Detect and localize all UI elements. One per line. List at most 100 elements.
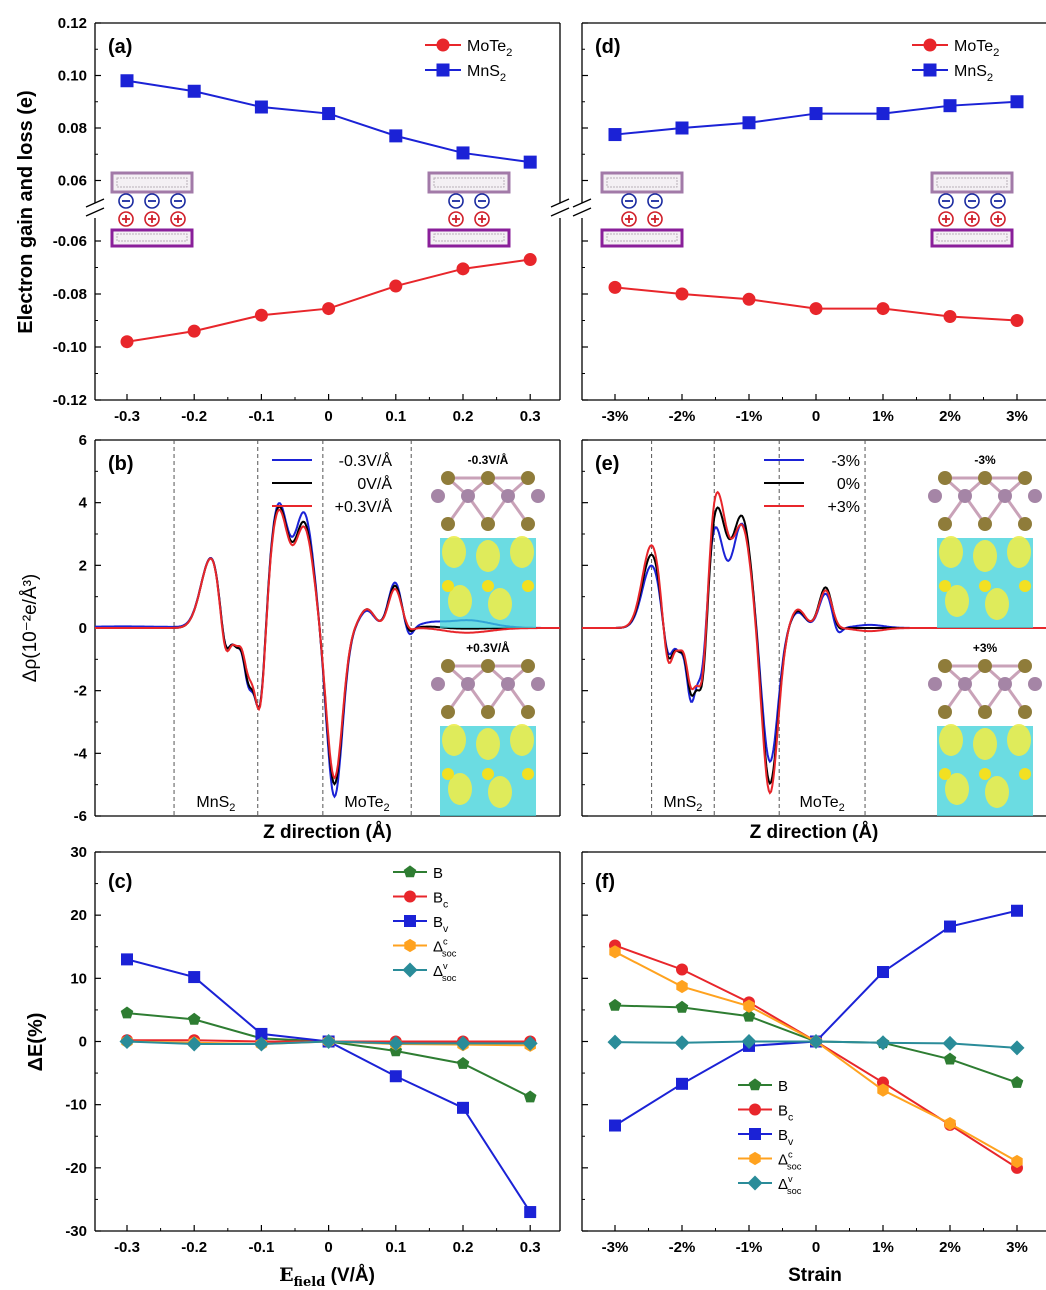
data-point [877, 966, 889, 979]
panel-label: (b) [108, 453, 134, 475]
x-tick-label: 0 [812, 408, 820, 425]
isosurface-yellow [945, 773, 969, 805]
charge-schematic [427, 171, 511, 248]
x-tick-label: -0.2 [181, 1239, 207, 1256]
mo-atom-icon [958, 677, 972, 691]
x-tick-label: 1% [872, 408, 894, 425]
isosurface-yellow [488, 588, 512, 620]
data-point [389, 279, 403, 293]
legend-marker [404, 915, 416, 927]
isosurface-yellow [985, 588, 1009, 620]
legend-label: Δc soc [433, 937, 457, 959]
isosurface-yellow [939, 536, 963, 568]
y-tick-label: 0 [79, 1034, 87, 1051]
data-point [876, 302, 890, 316]
legend-label: B [433, 865, 443, 882]
te-atom-icon [938, 705, 952, 719]
charge-schematic [600, 171, 684, 248]
isosurface-yellow [448, 585, 472, 617]
x-tick-label: 3% [1006, 408, 1028, 425]
data-point [609, 945, 621, 959]
te-atom-icon [521, 471, 535, 485]
plus-charge-icon [964, 211, 980, 227]
mos2-layer-icon [930, 171, 1014, 194]
legend-marker [404, 890, 416, 903]
x-tick-label: 0.1 [385, 408, 406, 425]
s-atom-icon [939, 768, 951, 780]
y-tick-label: -0.10 [53, 339, 87, 356]
isosurface-yellow [985, 776, 1009, 808]
data-point [120, 1006, 134, 1019]
y-tick-label: -0.06 [53, 233, 87, 250]
x-axis-title-f: Strain [788, 1265, 842, 1286]
te-atom-icon [481, 705, 495, 719]
plus-charge-icon [621, 211, 637, 227]
s-atom-icon [442, 580, 454, 592]
legend-marker [923, 63, 937, 77]
lattice-pattern [936, 233, 1008, 242]
axis-break [550, 198, 570, 208]
data-point [743, 999, 755, 1013]
te-atom-icon [1018, 705, 1032, 719]
y-tick-label: 2 [79, 557, 87, 574]
mos2-layer-icon [600, 171, 684, 194]
y-tick-label: 6 [79, 432, 87, 449]
minus-charge-icon [647, 193, 663, 209]
te-atom-icon [978, 705, 992, 719]
panel-d: -3% -2% -1% 0 1% 2% 3% (d) MoTe2 MnS2 [572, 22, 1046, 425]
te-atom-icon [938, 659, 952, 673]
x-tick-label: 0.2 [453, 408, 474, 425]
data-point [188, 971, 201, 984]
legend-label: Δv soc [433, 961, 457, 983]
data-point [523, 253, 537, 267]
s-atom-icon [482, 768, 494, 780]
region-label: MnS2 [663, 794, 702, 814]
data-point [120, 335, 134, 349]
legend-label: -0.3V/Å [339, 451, 393, 470]
mnS2-layer-icon [600, 228, 684, 248]
plus-charge-icon [990, 211, 1006, 227]
mo-atom-icon [531, 677, 545, 691]
legend-marker [747, 1175, 763, 1191]
data-point [187, 1012, 201, 1025]
isosurface-yellow [476, 540, 500, 572]
mo-atom-icon [928, 677, 942, 691]
lattice-pattern [116, 233, 188, 242]
lattice-pattern [606, 233, 678, 242]
legend-marker [923, 38, 937, 52]
plus-charge-icon [938, 211, 954, 227]
mo-atom-icon [431, 677, 445, 691]
y-tick-label: 10 [70, 970, 87, 987]
minus-charge-icon [621, 193, 637, 209]
s-atom-icon [939, 580, 951, 592]
data-point [675, 1000, 689, 1013]
data-point [456, 262, 470, 276]
y-tick-label: 20 [70, 907, 87, 924]
mo-atom-icon [501, 677, 515, 691]
panel-label: (d) [595, 36, 621, 58]
axis-break [550, 207, 570, 217]
legend-label: 0% [837, 476, 860, 493]
data-point [388, 1035, 404, 1051]
data-point [1011, 904, 1023, 917]
x-axis-title: Z direction (Å) [750, 822, 879, 843]
legend-marker [749, 1103, 761, 1116]
panel-a: 0.120.100.080.06-0.06-0.08-0.10-0.12-0.3… [53, 15, 570, 425]
y-axis-title-b: Δρ(10⁻²e/Å³) [20, 574, 41, 683]
te-atom-icon [481, 471, 495, 485]
x-axis-title-c: Efield (V/Å) [279, 1264, 375, 1290]
te-atom-icon [1018, 659, 1032, 673]
data-point [607, 1034, 623, 1050]
data-point [676, 963, 688, 976]
region-label: MoTe2 [799, 794, 844, 814]
s-atom-icon [482, 580, 494, 592]
minus-charge-icon [964, 193, 980, 209]
x-tick-label: 0.1 [385, 1239, 406, 1256]
data-point [609, 1119, 621, 1132]
data-point [456, 1057, 470, 1069]
isosurface-yellow [442, 724, 466, 756]
data-point [808, 1034, 824, 1049]
x-tick-label: 0 [812, 1239, 820, 1256]
data-point [1009, 1040, 1025, 1056]
mo-atom-icon [958, 489, 972, 503]
